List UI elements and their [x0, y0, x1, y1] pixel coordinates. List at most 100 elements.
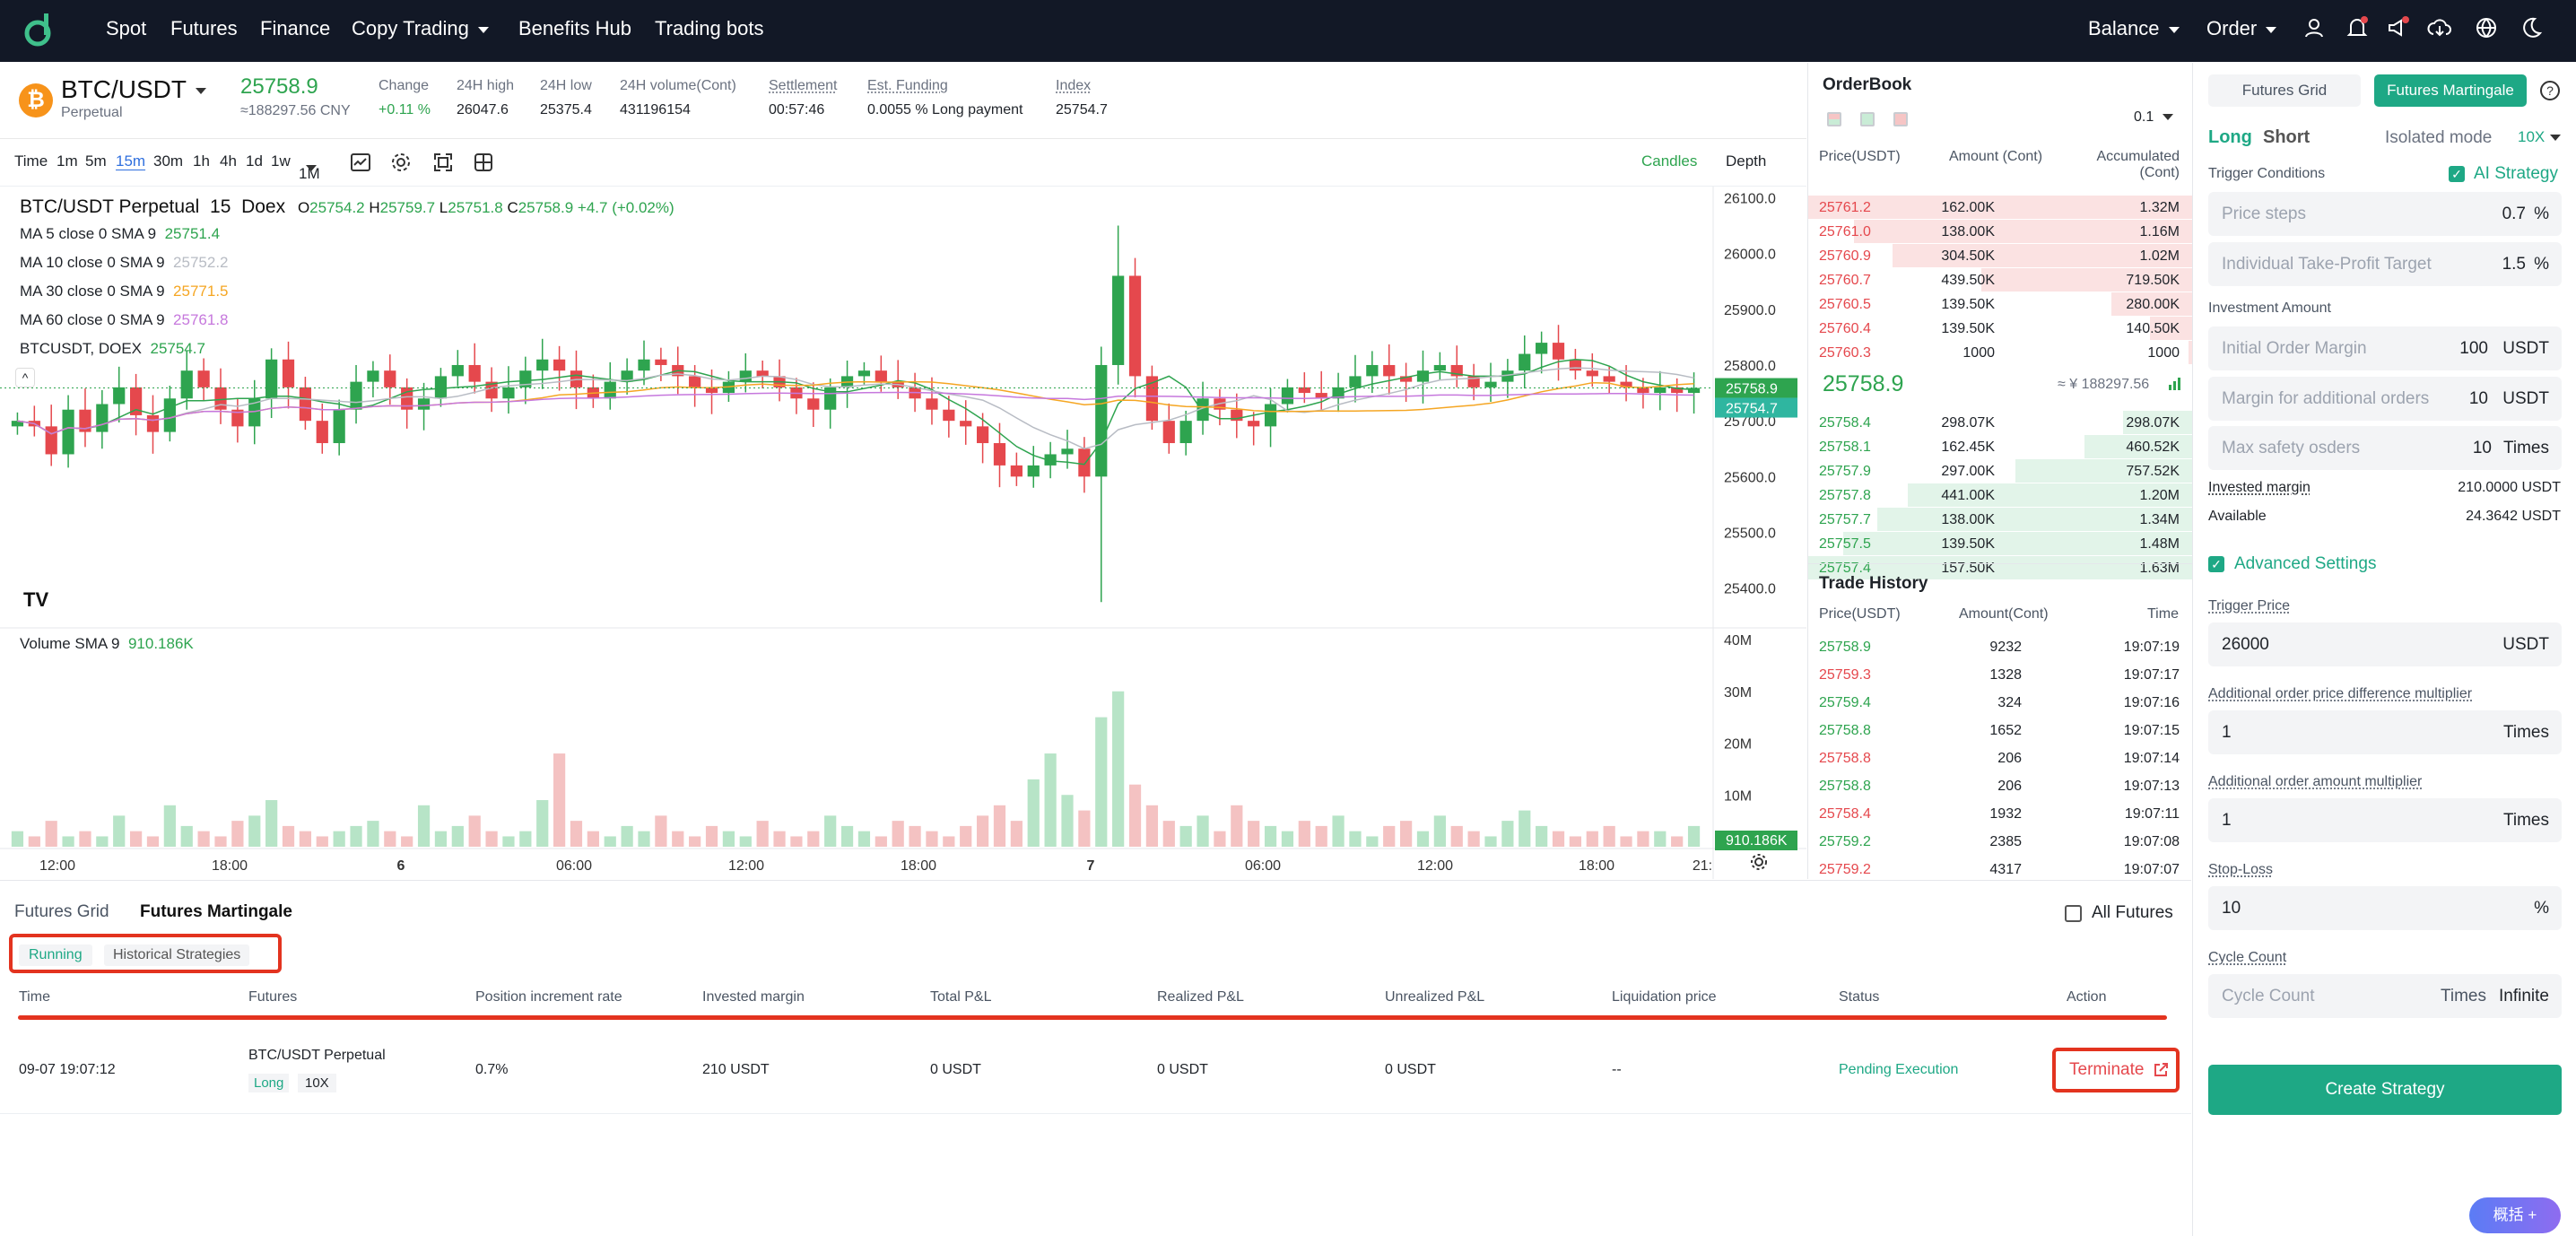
- chart-title: BTC/USDT Perpetual: [20, 196, 200, 217]
- view-bids-icon[interactable]: [1860, 112, 1875, 126]
- take-profit-input[interactable]: Individual Take-Profit Target 1.5%: [2208, 242, 2562, 286]
- all-futures-checkbox[interactable]: [2065, 905, 2082, 922]
- col-total-pnl: Total P&L: [930, 989, 992, 1005]
- indicator-icon[interactable]: [350, 152, 371, 173]
- amount-multiplier-input[interactable]: 1 Times: [2208, 798, 2562, 842]
- announcement-icon[interactable]: [2386, 15, 2411, 40]
- view-candles[interactable]: Candles: [1641, 152, 1698, 170]
- ai-strategy-checkbox[interactable]: ✓: [2449, 166, 2465, 182]
- bottom-tab-futures-grid[interactable]: Futures Grid: [14, 902, 109, 921]
- nav-copy-trading[interactable]: Copy Trading: [352, 0, 489, 62]
- layout-grid-icon[interactable]: [473, 152, 494, 173]
- stop-loss-input[interactable]: 10%: [2208, 886, 2562, 930]
- chart-settings-icon[interactable]: [1749, 852, 1769, 872]
- volume-sma-label: Volume SMA 9: [20, 635, 120, 652]
- side-short[interactable]: Short: [2263, 127, 2311, 147]
- bid-row[interactable]: 25757.5 139.50K 1.48M: [1808, 532, 2192, 556]
- max-safety-orders-input[interactable]: Max safety osders 10 Times: [2208, 426, 2562, 470]
- strategy-panel: Futures Grid Futures Martingale ? Long S…: [2192, 63, 2576, 1236]
- nav-balance[interactable]: Balance: [2088, 0, 2180, 62]
- settings-gear-icon[interactable]: [390, 152, 412, 173]
- bell-icon[interactable]: [2345, 15, 2370, 40]
- ask-row[interactable]: 25761.2 162.00K 1.32M: [1808, 196, 2192, 220]
- globe-icon[interactable]: [2474, 15, 2499, 40]
- interval-1h[interactable]: 1h: [193, 152, 210, 170]
- ob-accumulated: 298.07K: [2126, 415, 2180, 431]
- ask-row[interactable]: 25760.9 304.50K 1.02M: [1808, 244, 2192, 268]
- volume-tag: [1715, 831, 1797, 850]
- price-chart[interactable]: 26100.0 26000.0 25900.0 25800.0 25700.0 25600…: [0, 187, 1806, 879]
- nav-trading-bots[interactable]: Trading bots: [655, 17, 764, 39]
- price-diff-multiplier-value: 1: [2222, 723, 2232, 742]
- bid-row[interactable]: 25757.4 157.50K 1.63M: [1808, 556, 2192, 580]
- fullscreen-icon[interactable]: [432, 152, 454, 173]
- interval-4h[interactable]: 4h: [220, 152, 237, 170]
- th-header-time: Time: [2147, 606, 2179, 622]
- interval-30m[interactable]: 30m: [153, 152, 184, 170]
- volume-bar: [1416, 831, 1430, 847]
- bid-row[interactable]: 25757.7 138.00K 1.34M: [1808, 508, 2192, 532]
- help-icon[interactable]: ?: [2539, 80, 2561, 101]
- ask-row[interactable]: 25760.7 439.50K 719.50K: [1808, 268, 2192, 292]
- download-icon[interactable]: [2427, 15, 2452, 40]
- index-label[interactable]: Index: [1056, 78, 1092, 93]
- price-steps-input[interactable]: Price steps 0.7%: [2208, 192, 2562, 236]
- funding-label[interactable]: Est. Funding: [867, 78, 948, 93]
- interval-1m[interactable]: 1m: [57, 152, 78, 170]
- volume-bar: [1349, 831, 1362, 847]
- nav-benefits-hub[interactable]: Benefits Hub: [518, 17, 631, 39]
- bid-row[interactable]: 25758.4 298.07K 298.07K: [1808, 411, 2192, 435]
- interval-15m[interactable]: 15m: [116, 152, 146, 170]
- tab-futures-martingale[interactable]: Futures Martingale: [2374, 74, 2527, 107]
- trade-row: 25758.9 9232 19:07:19: [1808, 635, 2192, 659]
- chart-canvas[interactable]: 26100.0 26000.0 25900.0 25800.0 25700.0 25600…: [0, 187, 1806, 879]
- precision-select[interactable]: 0.1: [2134, 109, 2174, 126]
- nav-order[interactable]: Order: [2206, 0, 2277, 62]
- bid-row[interactable]: 25757.9 297.00K 757.52K: [1808, 459, 2192, 483]
- bid-row[interactable]: 25758.1 162.45K 460.52K: [1808, 435, 2192, 459]
- interval-5m[interactable]: 5m: [85, 152, 107, 170]
- help-chat-button[interactable]: 概括 +: [2469, 1197, 2561, 1233]
- initial-margin-input[interactable]: Initial Order Margin 100 USDT: [2208, 326, 2562, 370]
- terminate-button[interactable]: Terminate: [2069, 1060, 2144, 1080]
- nav-spot[interactable]: Spot: [106, 17, 147, 39]
- trigger-price-input[interactable]: 26000 USDT: [2208, 622, 2562, 666]
- interval-1d[interactable]: 1d: [246, 152, 263, 170]
- cycle-count-input[interactable]: Cycle Count Times Infinite: [2208, 974, 2562, 1018]
- collapse-legend-icon[interactable]: ^: [15, 368, 35, 387]
- external-link-icon[interactable]: [2153, 1062, 2169, 1078]
- tab-futures-grid[interactable]: Futures Grid: [2208, 74, 2361, 107]
- interval-1w[interactable]: 1w: [271, 152, 291, 170]
- advanced-settings-checkbox[interactable]: ✓: [2208, 556, 2224, 572]
- view-both-icon[interactable]: [1827, 112, 1841, 126]
- candle-body: [976, 426, 989, 444]
- ask-row[interactable]: 25760.4 139.50K 140.50K: [1808, 317, 2192, 341]
- ask-row[interactable]: 25761.0 138.00K 1.16M: [1808, 220, 2192, 244]
- side-long[interactable]: Long: [2208, 127, 2252, 147]
- user-icon[interactable]: [2302, 15, 2327, 40]
- subtab-historical[interactable]: Historical Strategies: [104, 944, 250, 966]
- view-asks-icon[interactable]: [1893, 112, 1908, 126]
- settlement-label[interactable]: Settlement: [769, 78, 838, 93]
- logo-icon[interactable]: [20, 12, 56, 48]
- view-depth[interactable]: Depth: [1726, 152, 1767, 170]
- nav-futures[interactable]: Futures: [170, 17, 238, 39]
- subtab-running[interactable]: Running: [19, 944, 92, 966]
- leverage-select[interactable]: 10X: [2518, 128, 2562, 146]
- interval-time[interactable]: Time: [14, 152, 48, 170]
- nav-finance[interactable]: Finance: [260, 17, 331, 39]
- theme-moon-icon[interactable]: [2519, 15, 2544, 40]
- price-diff-multiplier-input[interactable]: 1 Times: [2208, 710, 2562, 754]
- symbol-selector[interactable]: BTC/USDT: [61, 75, 206, 104]
- trade-price: 25758.8: [1819, 779, 1871, 794]
- bid-row[interactable]: 25757.8 441.00K 1.20M: [1808, 483, 2192, 508]
- create-strategy-button[interactable]: Create Strategy: [2208, 1065, 2562, 1115]
- col-action: Action: [2067, 989, 2107, 1005]
- ask-row[interactable]: 25760.3 1000 1000: [1808, 341, 2192, 365]
- additional-margin-input[interactable]: Margin for additional orders 10 USDT: [2208, 377, 2562, 421]
- margin-mode[interactable]: Isolated mode: [2385, 128, 2493, 147]
- bottom-tab-futures-martingale[interactable]: Futures Martingale: [140, 902, 292, 921]
- trade-time: 19:07:16: [2123, 695, 2180, 710]
- ask-row[interactable]: 25760.5 139.50K 280.00K: [1808, 292, 2192, 317]
- candle-body: [857, 370, 871, 377]
